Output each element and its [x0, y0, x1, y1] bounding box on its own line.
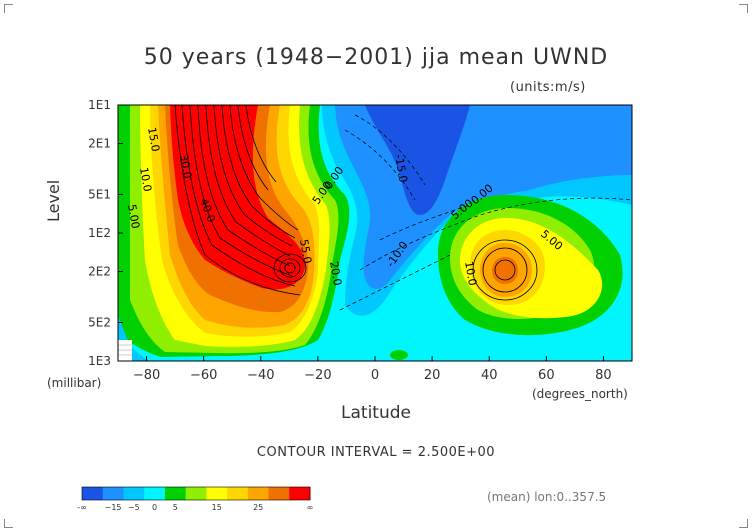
- colorbar-tick-label: 15: [212, 503, 222, 512]
- colorbar-swatch: [102, 487, 124, 500]
- corner-mark: [739, 4, 748, 13]
- corner-mark: [4, 519, 13, 528]
- y-tick-label: 1E3: [88, 354, 111, 368]
- contour-label: 10.0: [462, 260, 479, 286]
- y-tick-label: 1E2: [88, 226, 111, 240]
- colorbar-tick-label: -∞: [77, 503, 87, 512]
- x-tick-label: −20: [304, 368, 331, 383]
- contour-label: -15.0: [392, 153, 410, 183]
- y-tick-label: 5E1: [88, 187, 111, 201]
- corner-mark: [4, 4, 13, 13]
- colorbar-swatch: [144, 487, 166, 500]
- y-axis-label: Level: [44, 179, 63, 222]
- chart-title: 50 years (1948−2001) jja mean UWND: [143, 45, 609, 70]
- y-axis-ticks: 1E1 2E1 5E1 1E2 2E2 5E2 1E3: [88, 98, 123, 368]
- colorbar-tick-label: 25: [253, 503, 263, 512]
- contour-label: 20.0: [327, 260, 344, 286]
- y-unit-label: (millibar): [47, 376, 102, 390]
- colorbar-frame: [81, 486, 311, 501]
- contour-label: 10.0: [137, 166, 154, 192]
- x-tick-label: −60: [190, 368, 217, 383]
- colorbar-tick-label: 0: [152, 503, 157, 512]
- region-below-neg15: [365, 105, 470, 215]
- colorbar-swatch: [185, 487, 207, 500]
- x-tick-label: −40: [247, 368, 274, 383]
- colorbar-swatch: [247, 487, 270, 500]
- y-tick-label: 5E2: [88, 315, 111, 329]
- contour-label: 30.0: [177, 153, 194, 179]
- contour-label: 55.0: [297, 238, 314, 264]
- colorbar-tick-label: 5: [173, 503, 178, 512]
- colorbar-swatch: [82, 487, 104, 500]
- x-axis-ticks: −80 −60 −40 −20 0 20 40 60 80: [133, 356, 612, 383]
- y-tick-label: 2E2: [88, 265, 111, 279]
- negative-contour-lines: [339, 114, 632, 311]
- contour-fill-layer: [118, 105, 632, 361]
- y-tick-label: 2E1: [88, 137, 111, 151]
- colorbar-tick-labels: -∞ −15 −5 0 5 15 25 ∞: [77, 503, 313, 512]
- colorbar-tick-label: ∞: [307, 503, 314, 512]
- region-small-blob: [390, 350, 408, 360]
- region-above-30-left: [170, 105, 306, 290]
- colorbar-swatch: [164, 487, 187, 500]
- contour-lines: [174, 105, 538, 301]
- colorbar-swatch: [268, 487, 290, 500]
- x-tick-label: 40: [481, 368, 498, 383]
- corner-mark: [739, 519, 748, 528]
- contour-label: 15.0: [145, 126, 162, 152]
- colorbar-swatch: [206, 487, 228, 500]
- colorbar-swatch: [289, 487, 311, 500]
- x-tick-label: 80: [595, 368, 612, 383]
- averaging-annotation: (mean) lon:0..357.5: [487, 490, 607, 504]
- colorbar-tick-label: −5: [128, 503, 140, 512]
- y-tick-label: 1E1: [88, 98, 111, 112]
- colorbar: [81, 486, 311, 501]
- x-tick-label: 60: [538, 368, 555, 383]
- colorbar-swatch: [227, 487, 249, 500]
- missing-data-patch: [118, 340, 132, 361]
- colorbar-swatch: [123, 487, 145, 500]
- contour-interval-label: CONTOUR INTERVAL = 2.500E+00: [256, 445, 496, 460]
- units-label: (units:m/s): [510, 80, 586, 95]
- x-tick-label: 20: [424, 368, 441, 383]
- contour-label: 5.00: [125, 203, 142, 229]
- x-axis-label: Latitude: [341, 403, 411, 423]
- x-unit-label: (degrees_north): [532, 387, 628, 401]
- colorbar-tick-label: −15: [105, 503, 122, 512]
- x-tick-label: −80: [133, 368, 160, 383]
- x-tick-label: 0: [371, 368, 379, 383]
